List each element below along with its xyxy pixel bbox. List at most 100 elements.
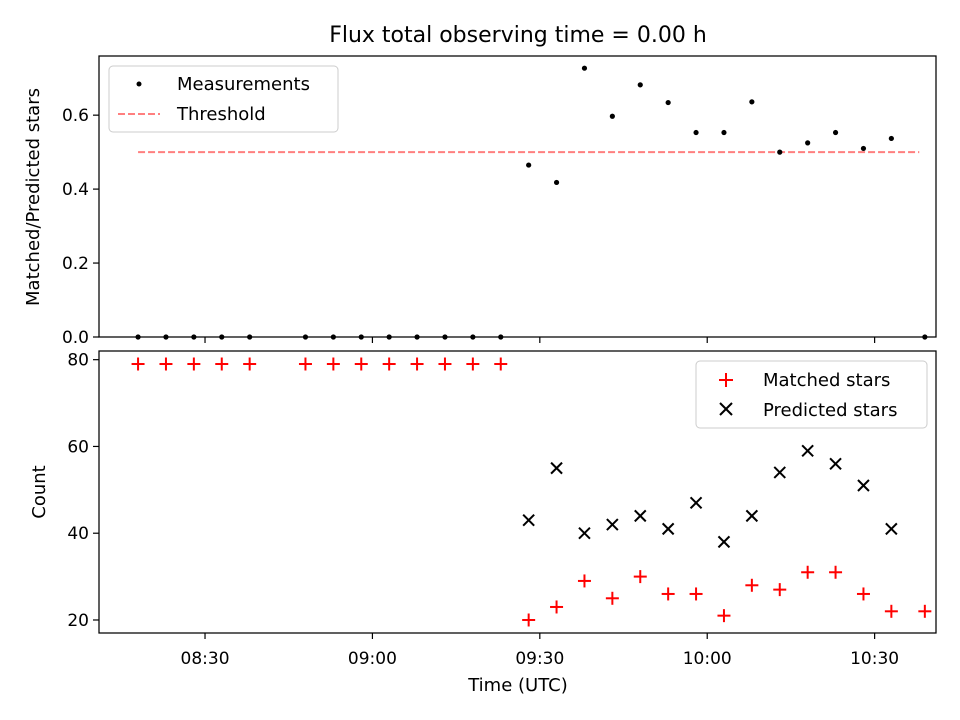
- predicted-star-point: [745, 509, 759, 523]
- measurement-point: [832, 129, 839, 136]
- measurement-point: [860, 145, 867, 152]
- top-y-axis-label: Matched/Predicted stars: [23, 88, 44, 306]
- x-marker-b: [773, 466, 786, 479]
- x-tick-label: 09:00: [348, 649, 397, 669]
- x-axis-label: Time (UTC): [467, 675, 568, 696]
- bottom-plot-area: [131, 357, 932, 627]
- x-marker-b: [857, 479, 870, 492]
- top-panel: 0.0 0.2 0.4 0.6 Matched/Predicted stars Mea…: [23, 55, 937, 348]
- matched-star-point: [438, 357, 452, 371]
- matched-star-point: [410, 357, 424, 371]
- matched-star-point: [633, 570, 647, 584]
- measurement-point: [749, 99, 755, 105]
- top-y-axis: 0.0 0.2 0.4 0.6: [62, 106, 99, 348]
- matched-star-point: [354, 357, 368, 371]
- matched-star-point: [159, 357, 173, 371]
- measurement-point: [721, 129, 727, 136]
- x-marker-b: [550, 461, 563, 475]
- bottom-y-tick-label: 60: [67, 437, 89, 457]
- legend-plus-marker: [719, 373, 733, 387]
- predicted-star-point: [606, 518, 619, 531]
- matched-star-point: [382, 357, 396, 371]
- measurement-point: [609, 113, 615, 119]
- matched-star-point: [884, 604, 898, 618]
- predicted-star-point: [717, 535, 731, 549]
- x-tick-label: 09:30: [515, 649, 564, 669]
- x-tick-label: 10:00: [683, 649, 732, 669]
- measurement-point: [888, 135, 894, 142]
- bottom-legend-box: [695, 360, 928, 429]
- legend-label-threshold: Threshold: [176, 104, 266, 125]
- x-marker-b: [829, 457, 842, 471]
- matched-star-point: [522, 613, 536, 627]
- matched-star-point: [829, 565, 843, 579]
- matched-star-point: [215, 357, 229, 371]
- predicted-star-point: [522, 513, 535, 527]
- predicted-star-point: [689, 496, 703, 510]
- x-marker-b: [689, 496, 703, 510]
- bottom-y-tick-label: 40: [67, 524, 89, 544]
- predicted-star-point: [578, 527, 591, 540]
- x-marker-b: [634, 509, 647, 523]
- matched-star-point: [187, 357, 201, 371]
- predicted-star-point: [857, 479, 870, 492]
- matched-star-point: [298, 357, 312, 371]
- bottom-y-tick-label: 80: [67, 351, 89, 371]
- matched-star-point: [689, 587, 703, 601]
- predicted-star-point: [829, 457, 842, 471]
- bottom-panel: 20 40 60 80 08:30 09:00 09:30 10:00 10:30 Count…: [29, 350, 937, 696]
- matched-star-point: [326, 357, 340, 371]
- bottom-legend: Matched stars Predicted stars: [695, 360, 928, 429]
- top-y-tick-label: 0.0: [62, 328, 89, 348]
- x-marker-b: [885, 522, 898, 536]
- predicted-star-point: [661, 522, 675, 536]
- x-marker-b: [661, 522, 675, 536]
- legend-label-measurements: Measurements: [177, 74, 310, 95]
- x-tick-label: 10:30: [850, 649, 899, 669]
- measurement-point: [637, 82, 643, 88]
- matched-star-point: [577, 574, 591, 588]
- measurement-point: [553, 179, 560, 186]
- x-marker-b: [578, 527, 591, 540]
- legend-dot-marker: [136, 81, 142, 87]
- x-marker-b: [801, 444, 814, 457]
- predicted-star-point: [550, 461, 563, 475]
- matched-star-point: [494, 357, 508, 371]
- measurement-point: [665, 99, 671, 106]
- bottom-y-axis: 20 40 60 80: [67, 351, 99, 631]
- matched-star-point: [745, 578, 759, 592]
- x-marker-b: [745, 509, 759, 523]
- matched-star-point: [605, 591, 619, 605]
- top-legend-box: [108, 65, 339, 133]
- x-tick-label: 08:30: [181, 649, 230, 669]
- top-legend: Measurements Threshold: [108, 65, 339, 133]
- top-axes-frame: [98, 55, 937, 338]
- matched-star-point: [773, 583, 787, 597]
- measurement-point: [581, 65, 588, 71]
- x-marker-b: [606, 518, 619, 531]
- legend-x-marker: [719, 402, 733, 416]
- bottom-x-axis: 08:30 09:00 09:30 10:00 10:30: [181, 633, 899, 669]
- x-marker-b: [717, 535, 731, 549]
- x-marker-b: [522, 513, 535, 527]
- matched-star-point: [550, 600, 564, 614]
- measurement-point: [526, 162, 532, 168]
- bottom-axes-frame: [98, 350, 937, 634]
- legend-label-matched-stars: Matched stars: [763, 370, 890, 391]
- matched-star-point: [243, 357, 257, 371]
- predicted-star-point: [801, 444, 814, 457]
- top-y-tick-label: 0.2: [62, 254, 89, 274]
- matched-star-point: [466, 357, 480, 371]
- measurement-point: [693, 129, 699, 136]
- matched-star-point: [717, 609, 731, 623]
- top-y-tick-label: 0.4: [62, 180, 89, 200]
- predicted-star-point: [885, 522, 898, 536]
- predicted-star-point: [634, 509, 647, 523]
- matched-star-point: [918, 604, 932, 618]
- bottom-y-tick-label: 20: [67, 611, 89, 631]
- measurement-point: [777, 149, 783, 155]
- matched-star-point: [801, 565, 815, 579]
- matched-star-point: [131, 357, 145, 371]
- measurement-point: [805, 140, 811, 146]
